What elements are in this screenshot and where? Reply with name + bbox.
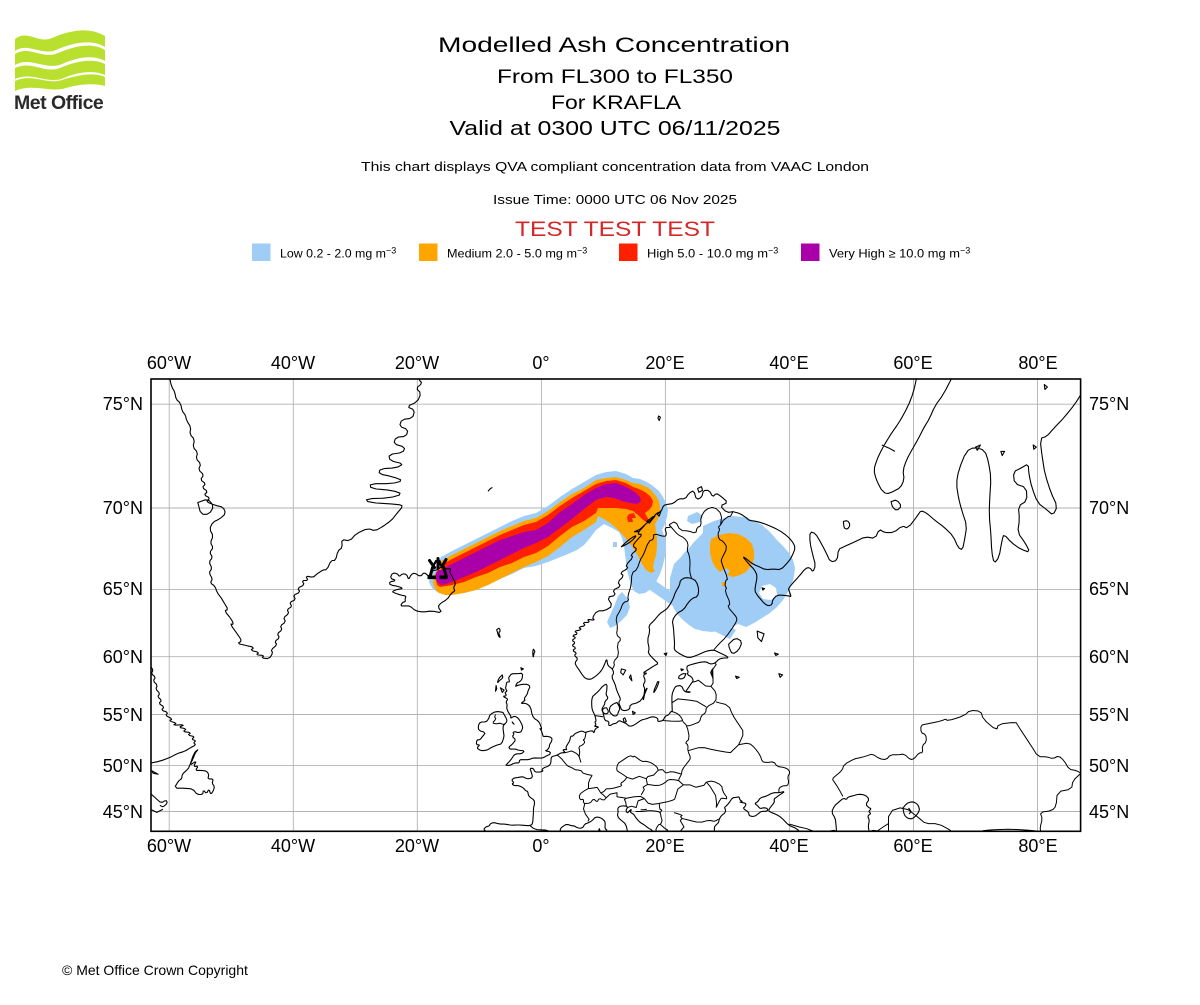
svg-text:−3: −3 [577,246,587,256]
svg-text:−3: −3 [960,246,970,256]
svg-text:80°E: 80°E [1018,353,1057,373]
svg-text:Valid at 0300 UTC 06/11/2025: Valid at 0300 UTC 06/11/2025 [450,118,781,140]
svg-text:45°N: 45°N [103,802,143,822]
svg-text:60°W: 60°W [147,353,191,373]
svg-text:−3: −3 [386,246,396,256]
svg-text:0°: 0° [532,353,549,373]
svg-text:70°N: 70°N [1089,498,1129,518]
svg-text:70°N: 70°N [103,498,143,518]
svg-text:Medium 2.0 - 5.0 mg m: Medium 2.0 - 5.0 mg m [447,247,577,261]
svg-text:65°N: 65°N [1089,579,1129,599]
svg-text:65°N: 65°N [103,579,143,599]
svg-text:60°W: 60°W [147,836,191,856]
svg-text:−3: −3 [768,246,778,256]
svg-text:50°N: 50°N [1089,756,1129,776]
svg-text:0°: 0° [532,836,549,856]
svg-text:40°E: 40°E [769,836,808,856]
svg-text:55°N: 55°N [1089,705,1129,725]
svg-text:45°N: 45°N [1089,802,1129,822]
svg-text:High 5.0 - 10.0 mg m: High 5.0 - 10.0 mg m [647,247,768,261]
svg-text:From FL300 to FL350: From FL300 to FL350 [497,66,733,88]
svg-text:This chart displays QVA compli: This chart displays QVA compliant concen… [361,159,869,174]
svg-text:For KRAFLA: For KRAFLA [551,92,681,114]
svg-text:© Met Office Crown Copyright: © Met Office Crown Copyright [62,962,248,978]
svg-text:55°N: 55°N [103,705,143,725]
svg-text:40°W: 40°W [271,836,315,856]
svg-text:80°E: 80°E [1018,836,1057,856]
svg-text:Very High ≥ 10.0 mg m: Very High ≥ 10.0 mg m [829,247,960,261]
svg-text:75°N: 75°N [103,394,143,414]
svg-text:Low 0.2 - 2.0 mg m: Low 0.2 - 2.0 mg m [280,247,386,261]
svg-text:60°N: 60°N [1089,647,1129,667]
svg-text:20°W: 20°W [395,836,439,856]
svg-text:Met Office: Met Office [14,92,104,114]
svg-text:Issue Time: 0000 UTC 06 Nov 20: Issue Time: 0000 UTC 06 Nov 2025 [493,192,737,207]
svg-text:60°E: 60°E [893,353,932,373]
svg-text:Modelled Ash Concentration: Modelled Ash Concentration [438,34,790,57]
svg-text:50°N: 50°N [103,756,143,776]
svg-text:20°W: 20°W [395,353,439,373]
svg-text:60°E: 60°E [893,836,932,856]
svg-text:40°W: 40°W [271,353,315,373]
svg-text:40°E: 40°E [769,353,808,373]
svg-text:60°N: 60°N [103,647,143,667]
svg-text:20°E: 20°E [645,353,684,373]
svg-text:20°E: 20°E [645,836,684,856]
svg-text:75°N: 75°N [1089,394,1129,414]
svg-text:TEST TEST TEST: TEST TEST TEST [515,218,715,241]
